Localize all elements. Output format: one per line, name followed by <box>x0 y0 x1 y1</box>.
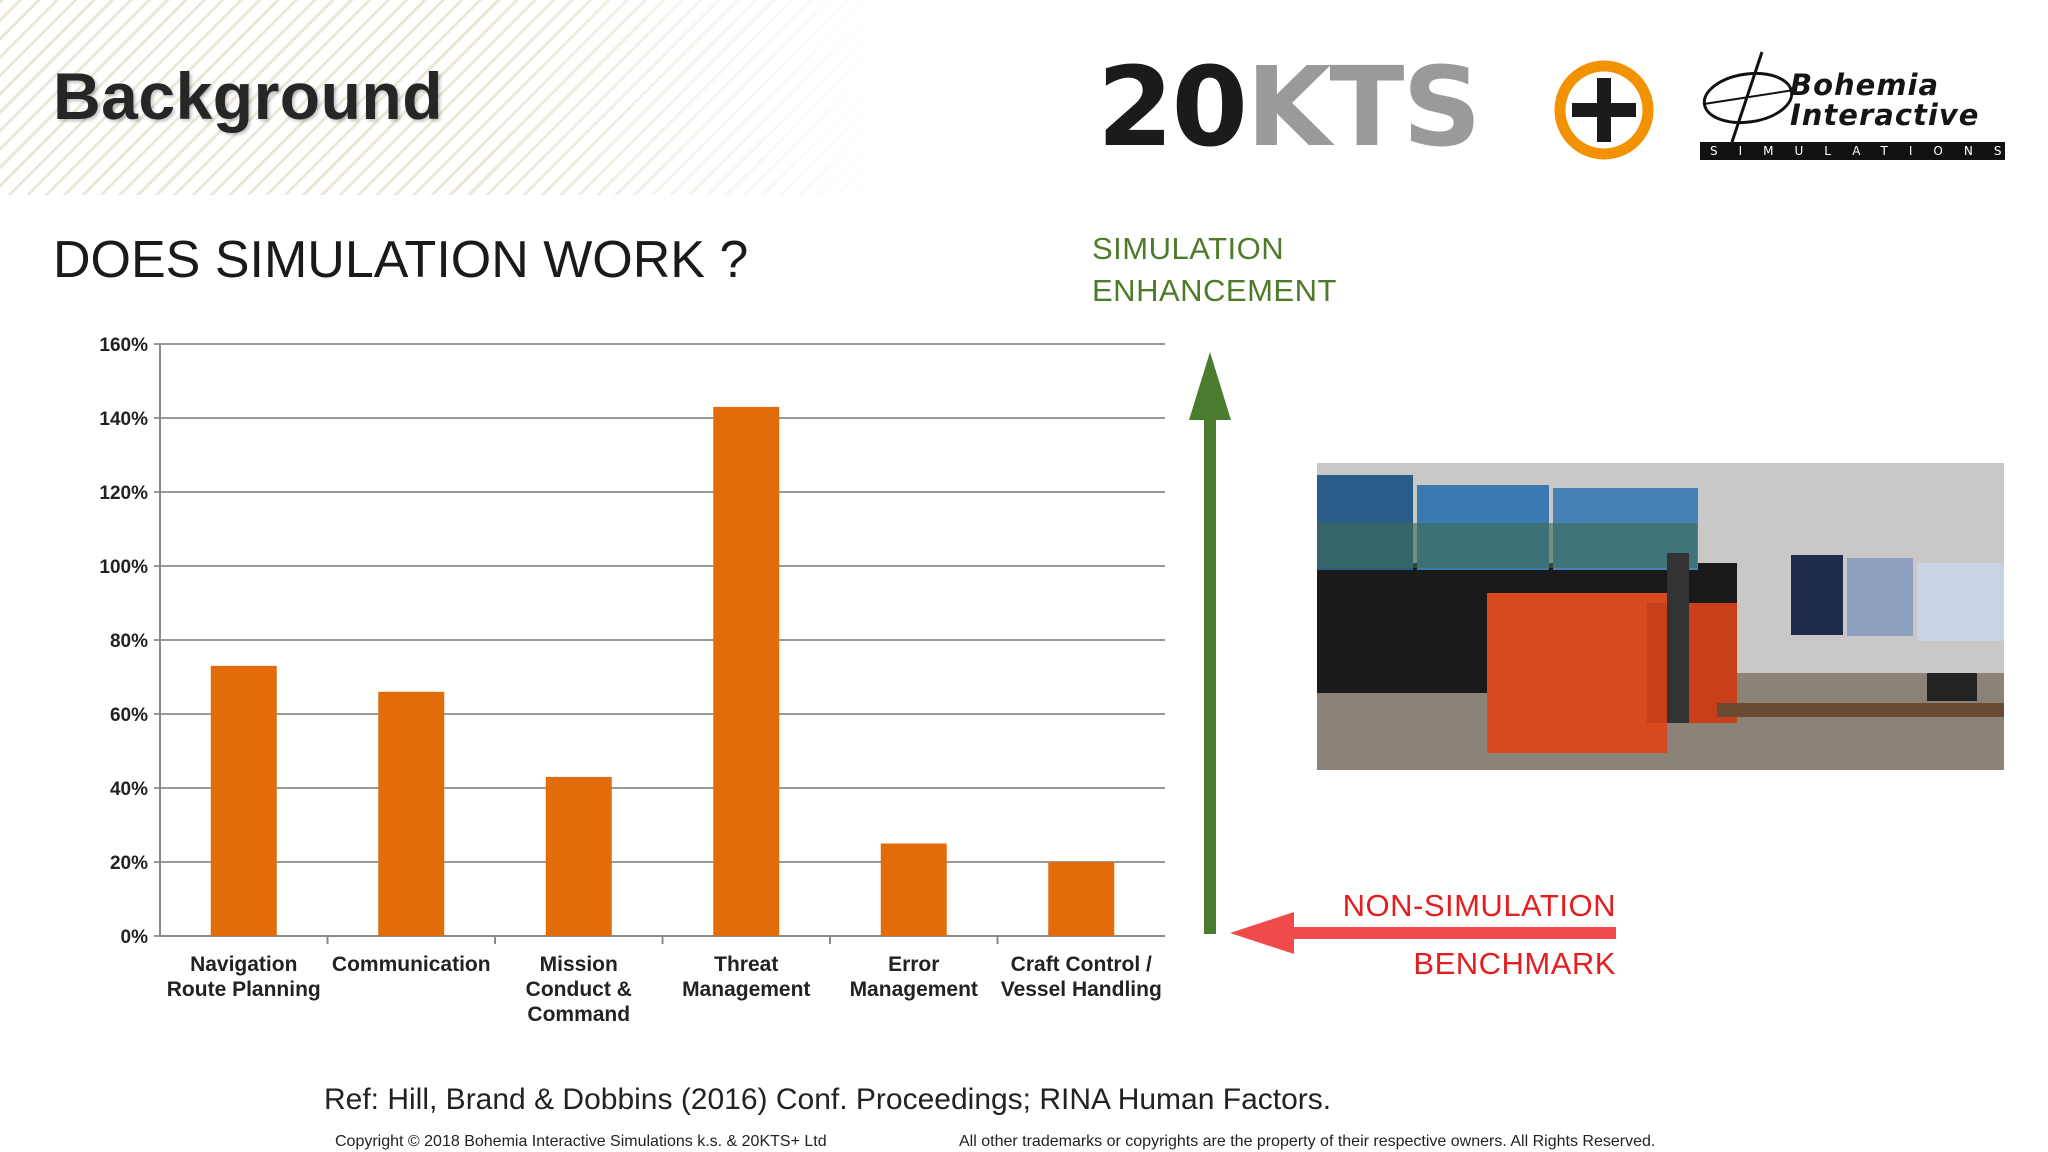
left-arrow-icon <box>1230 912 1616 954</box>
y-tick-label: 80% <box>110 631 148 652</box>
nonsim-label-line1: NON-SIMULATION <box>1342 888 1616 923</box>
y-tick-label: 0% <box>121 927 149 948</box>
bar <box>210 665 277 936</box>
trademarks-text: All other trademarks or copyrights are t… <box>959 1133 1656 1150</box>
x-category-label: Vessel Handling <box>1001 978 1162 1001</box>
bis-line2: Interactive <box>1790 98 1980 132</box>
x-category-label: Error <box>888 953 939 976</box>
x-category-label: Threat <box>714 953 778 976</box>
y-tick-label: 120% <box>99 483 148 504</box>
reference-text: Ref: Hill, Brand & Dobbins (2016) Conf. … <box>324 1083 1332 1116</box>
x-category-label: Management <box>850 978 978 1001</box>
x-category-label: Craft Control / <box>1011 953 1152 976</box>
simulation-enhancement-label: SIMULATION ENHANCEMENT <box>1092 228 1337 312</box>
bis-swoosh-icon <box>1702 51 1795 143</box>
logo-20-text: 20 <box>1097 43 1248 171</box>
sim-label-line2: ENHANCEMENT <box>1092 273 1337 308</box>
y-tick-label: 160% <box>99 335 148 356</box>
plus-circle-icon <box>1554 60 1654 160</box>
bar-chart: 0% 20% 40% 60% 80% 100% 120% 140% 160% Navigatio… <box>99 335 1165 1026</box>
x-category-label: Management <box>682 978 810 1001</box>
bis-line1: Bohemia <box>1790 68 1940 102</box>
x-category-label: Mission <box>540 953 618 976</box>
bar <box>378 691 445 936</box>
sim-label-line1: SIMULATION <box>1092 231 1285 266</box>
y-tick-label: 20% <box>110 853 148 874</box>
bar <box>713 406 780 936</box>
bohemia-interactive-logo: Bohemia Interactive SIMULATIONS <box>1700 50 2005 160</box>
nonsim-label-line2: BENCHMARK <box>1413 946 1616 981</box>
header-stripe-background <box>0 0 890 195</box>
x-category-label: Navigation <box>190 953 297 976</box>
up-arrow-icon <box>1189 352 1231 934</box>
bar <box>545 776 612 936</box>
simulator-photo <box>1317 463 2004 770</box>
y-tick-label: 100% <box>99 557 148 578</box>
bar <box>880 843 947 936</box>
y-tick-label: 60% <box>110 705 148 726</box>
slide-subtitle: DOES SIMULATION WORK ? <box>53 231 749 289</box>
page-title: Background <box>53 59 444 133</box>
bar <box>1048 862 1115 936</box>
x-category-label: Conduct & <box>526 978 632 1001</box>
y-tick-label: 140% <box>99 409 148 430</box>
copyright-text: Copyright © 2018 Bohemia Interactive Sim… <box>335 1133 827 1150</box>
x-category-label: Command <box>527 1003 630 1026</box>
logo-kts-text: KTS <box>1246 43 1481 171</box>
x-category-label: Route Planning <box>167 978 321 1001</box>
bis-simulations-bar: SIMULATIONS <box>1700 142 2005 160</box>
y-tick-label: 40% <box>110 779 148 800</box>
x-category-label: Communication <box>332 953 491 976</box>
20kts-logo: 20KTS <box>1097 52 1482 162</box>
